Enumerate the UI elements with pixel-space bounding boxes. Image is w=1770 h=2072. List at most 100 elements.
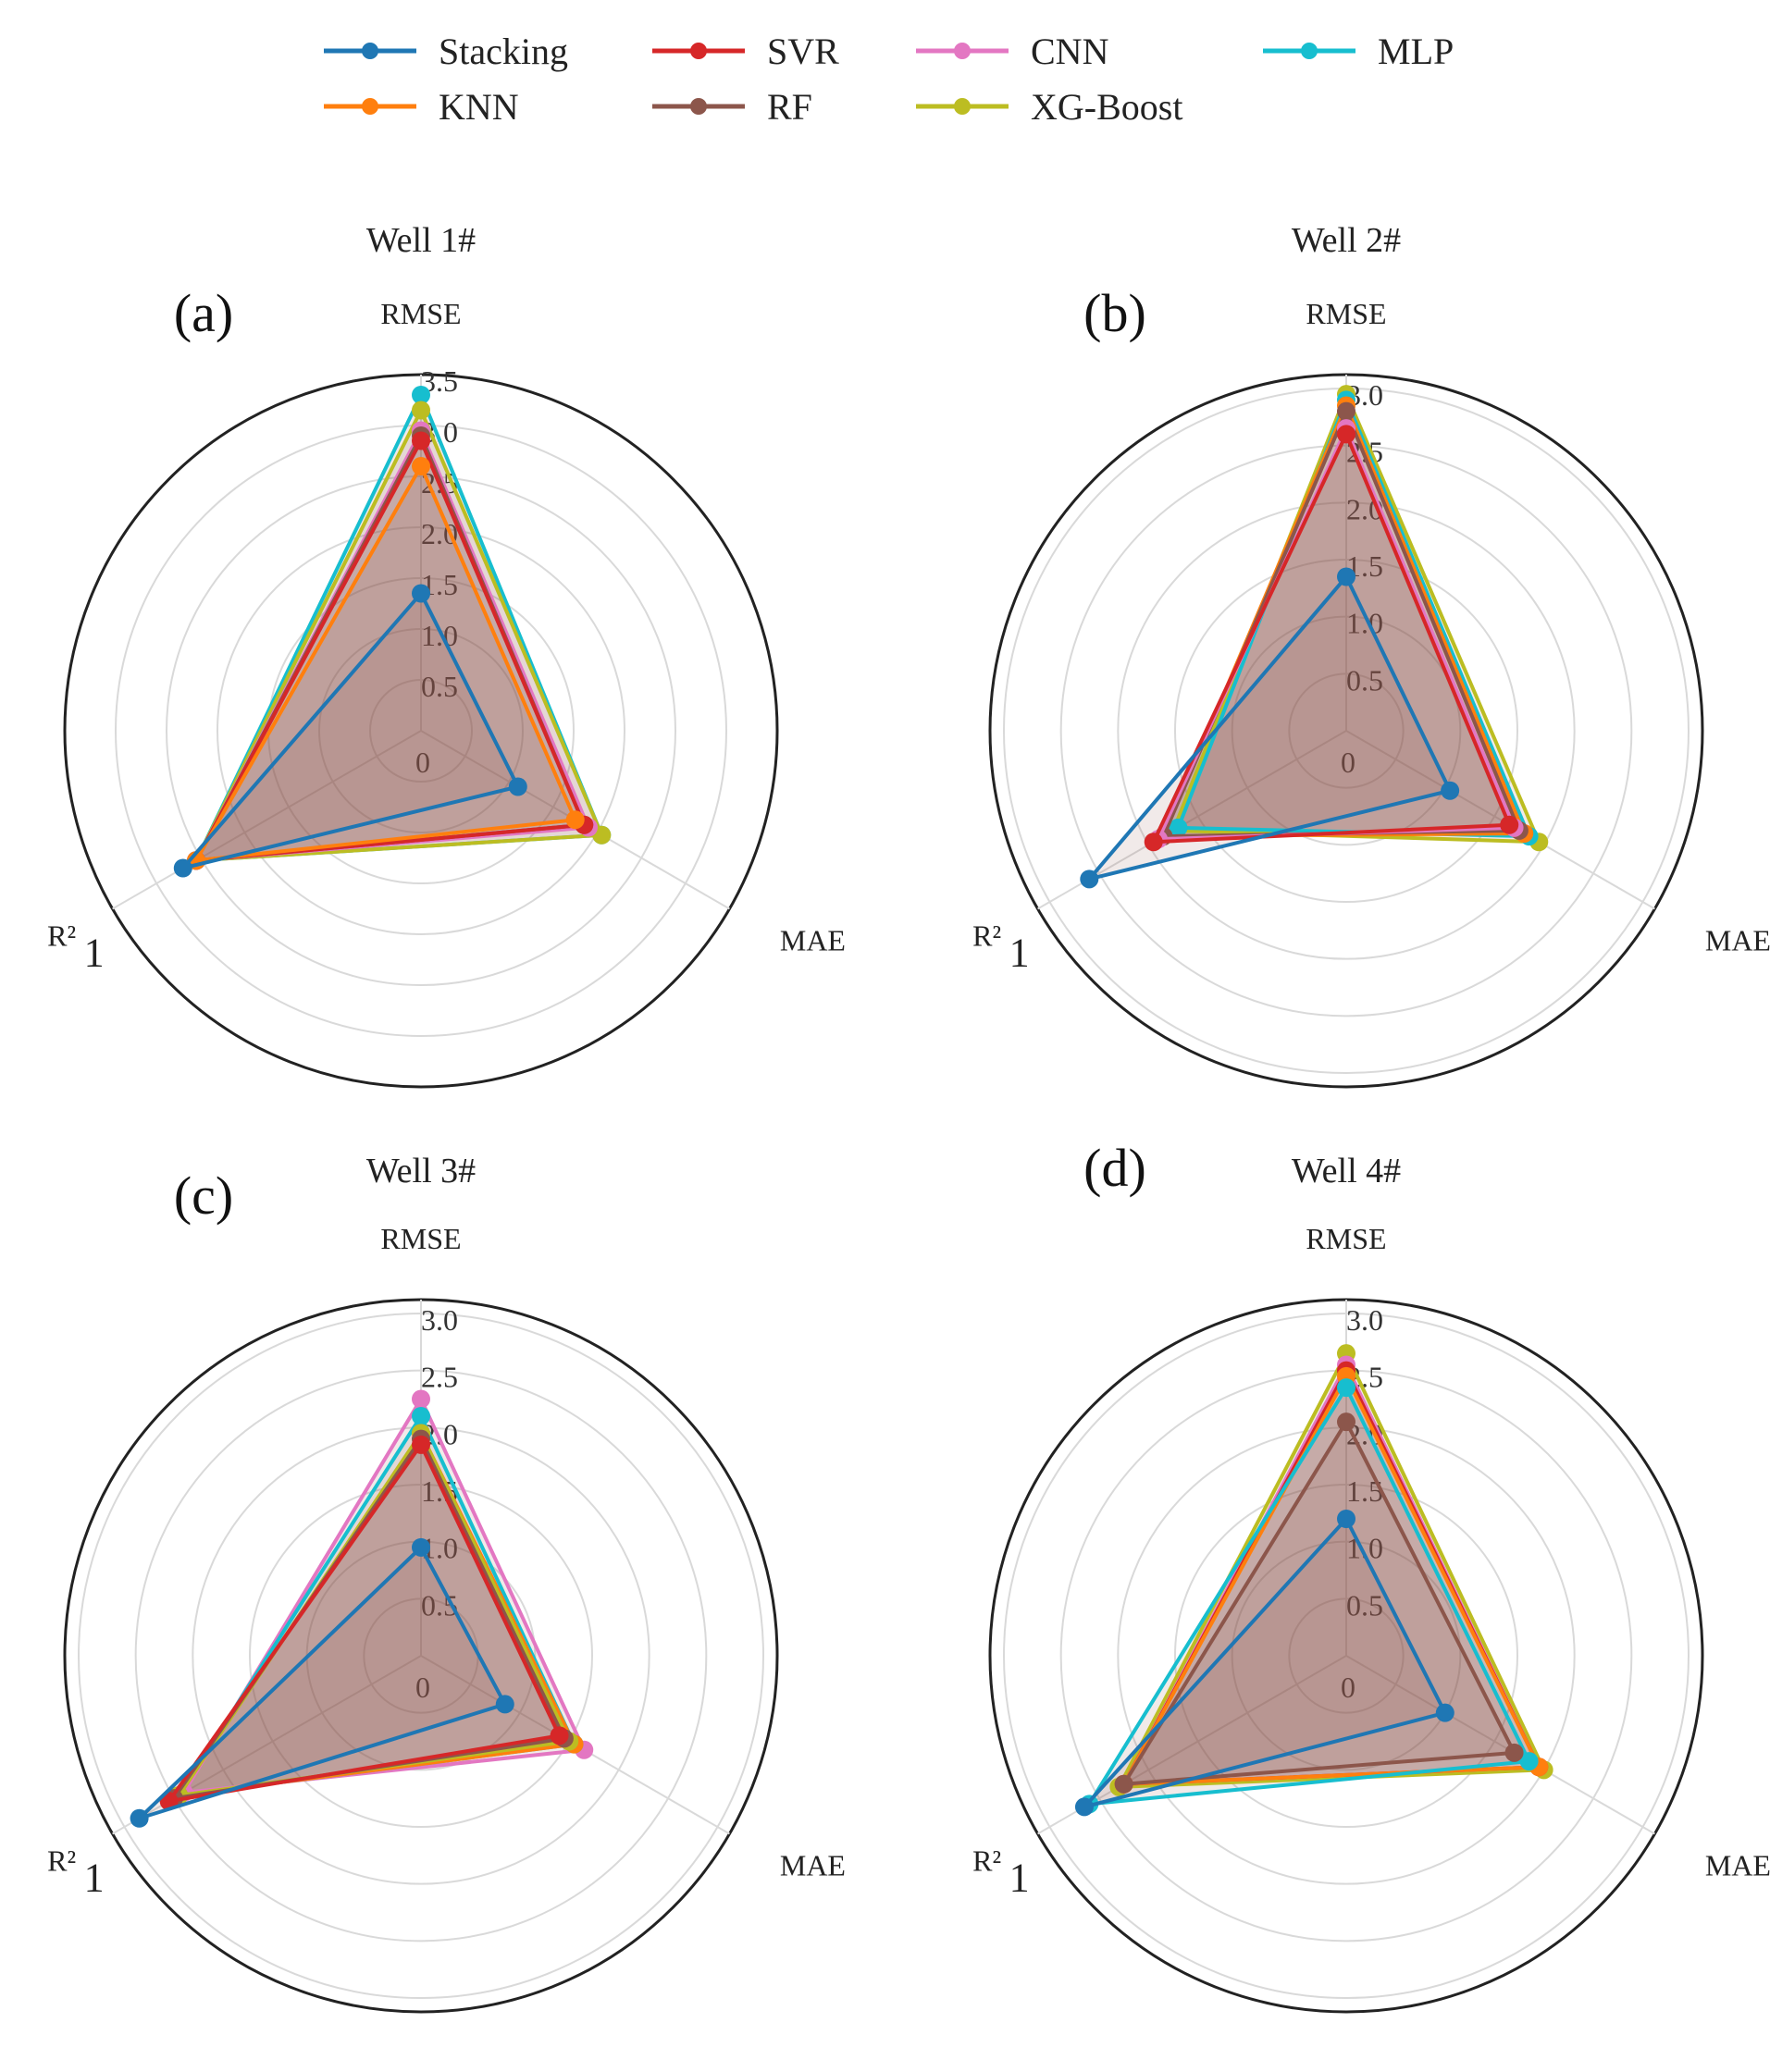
legend-label-stacking: Stacking — [439, 30, 568, 72]
series-point-svr-mae — [550, 1726, 569, 1745]
legend-item-rf: RF — [652, 86, 812, 128]
r-tick-label: 1.0 — [421, 619, 458, 652]
legend-item-xg-boost: XG-Boost — [916, 86, 1182, 128]
series-point-rf-rmse — [1337, 1412, 1355, 1432]
legend-label-mlp: MLP — [1378, 30, 1454, 72]
axis-label-r2: R² — [972, 1844, 1001, 1878]
series-point-svr-rmse — [1337, 425, 1355, 444]
series-line-mlp — [1087, 1386, 1531, 1807]
panel-title: Well 1# — [366, 221, 476, 260]
r-tick-label: 3.0 — [1346, 1303, 1383, 1337]
panel-label: (a) — [174, 283, 233, 343]
axis-label-mae: MAE — [780, 1849, 846, 1882]
legend-label-rf: RF — [767, 85, 812, 128]
series-fill-xg-boost — [179, 1433, 570, 1796]
series-fill-xg-boost — [1173, 394, 1540, 843]
series-fill-rf — [196, 436, 585, 861]
series-point-mlp-rmse — [1337, 1378, 1355, 1398]
r-tick-label: 3.0 — [421, 1303, 458, 1337]
series-fill-rf — [1123, 1422, 1515, 1784]
spoke-mae — [1345, 730, 1655, 910]
series-point-knn-mae — [565, 810, 585, 830]
legend-item-knn: KNN — [324, 86, 519, 128]
series-point-svr-mae — [1500, 815, 1519, 834]
r2-tick-label: 1 — [1009, 931, 1030, 976]
series-point-stacking-rmse — [1337, 567, 1355, 586]
legend-swatch-mlp — [1263, 43, 1355, 59]
axis-label-mae: MAE — [1705, 924, 1770, 957]
legend-label-xg-boost: XG-Boost — [1031, 85, 1183, 128]
series-point-stacking-mae — [1441, 781, 1460, 800]
series-fill-svr — [1153, 434, 1510, 843]
r2-tick-label: 1 — [84, 1856, 105, 1901]
r-tick-label: 0 — [415, 746, 430, 779]
legend-swatch-rf — [652, 98, 745, 115]
series-line-cnn — [181, 1397, 587, 1794]
series-fill-knn — [179, 1433, 575, 1796]
axis-label-rmse: RMSE — [380, 1222, 461, 1255]
r-tick-label: 0 — [415, 1671, 430, 1704]
series-fill-mlp — [179, 1416, 575, 1796]
series-line-svr — [1151, 432, 1512, 845]
axis-label-rmse: RMSE — [1306, 1222, 1386, 1255]
series-line-stacking — [180, 591, 520, 870]
series-point-stacking-rmse — [1337, 1510, 1355, 1528]
series-fill-svr — [1123, 1370, 1540, 1784]
series-point-stacking-r — [1080, 870, 1099, 889]
series-fill-cnn — [196, 430, 588, 861]
series-point-knn-rmse — [412, 457, 430, 475]
r-tick-label: 2.5 — [421, 1361, 458, 1394]
series-point-rf-rmse — [1337, 401, 1355, 421]
series-point-rf-r — [1114, 1774, 1133, 1794]
series-point-stacking-r — [173, 858, 192, 878]
series-fill-mlp — [1178, 400, 1529, 837]
legend-swatch-svr — [652, 43, 745, 59]
legend-swatch-xg-boost — [916, 98, 1009, 115]
series-fill-stacking — [139, 1547, 505, 1819]
series-point-stacking-r — [130, 1808, 149, 1828]
series-point-xg-boost-rmse — [412, 401, 430, 420]
axis-label-rmse: RMSE — [380, 297, 461, 330]
legend-item-stacking: Stacking — [324, 31, 568, 72]
panel-label: (c) — [174, 1166, 233, 1226]
panel-title: Well 2# — [1292, 221, 1401, 260]
series-fill-cnn — [1123, 1364, 1540, 1784]
series-point-mlp-mae — [1519, 1752, 1539, 1771]
legend-swatch-stacking — [324, 43, 416, 59]
series-point-svr-r — [1144, 832, 1163, 852]
r-tick-label: 0.5 — [421, 670, 458, 703]
r2-tick-label: 1 — [84, 931, 105, 976]
series-line-stacking — [137, 1545, 507, 1820]
series-fill-knn — [1163, 405, 1525, 837]
legend-swatch-knn — [324, 98, 416, 115]
legend-label-svr: SVR — [767, 30, 839, 72]
r-tick-label: 0.5 — [1346, 1588, 1383, 1622]
series-line-knn — [194, 464, 577, 863]
series-fill-stacking — [182, 593, 518, 869]
panel-label: (b) — [1083, 283, 1146, 343]
series-fill-rf — [173, 1438, 564, 1799]
series-line-svr — [194, 438, 587, 863]
series-fill-xg-boost — [1119, 1353, 1544, 1787]
panel-label: (d) — [1083, 1138, 1146, 1198]
series-line-rf — [1121, 1420, 1516, 1786]
r-tick-label: 0 — [1341, 746, 1355, 779]
series-point-stacking-mae — [508, 777, 527, 796]
series-point-mlp-r — [1169, 818, 1188, 837]
series-line-xg-boost — [194, 408, 604, 863]
axis-label-mae: MAE — [780, 924, 846, 957]
series-fill-cnn — [183, 1399, 585, 1793]
spoke-r — [112, 730, 422, 910]
legend-item-svr: SVR — [652, 31, 839, 72]
legend-label-knn: KNN — [439, 85, 519, 128]
series-point-svr-rmse — [412, 1435, 430, 1454]
series-fill-svr — [196, 440, 585, 861]
series-line-stacking — [1082, 1517, 1447, 1809]
legend-item-mlp: MLP — [1263, 31, 1454, 72]
series-point-mlp-rmse — [412, 1407, 430, 1425]
series-point-svr-rmse — [412, 431, 430, 450]
